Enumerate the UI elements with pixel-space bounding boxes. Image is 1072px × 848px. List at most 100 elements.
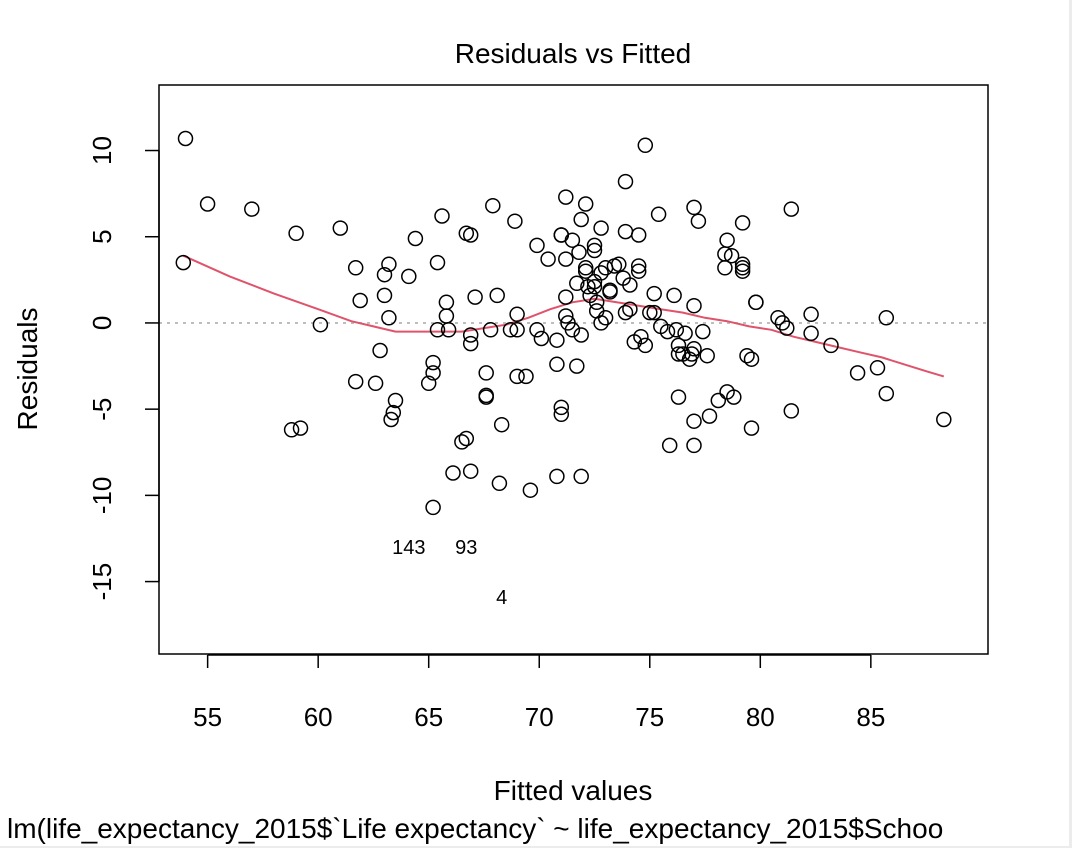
residual-point xyxy=(385,404,402,421)
residual-point xyxy=(723,247,740,264)
residual-point xyxy=(491,475,508,492)
residual-point xyxy=(376,266,393,283)
residual-point xyxy=(774,315,791,331)
residual-point xyxy=(803,325,819,342)
residual-point xyxy=(869,360,886,376)
window-edge-bottom xyxy=(0,846,1072,848)
residual-point xyxy=(549,332,565,348)
residual-point xyxy=(407,230,424,247)
y-tick-label: 5 xyxy=(87,229,117,243)
outlier-label: 93 xyxy=(455,537,477,559)
residual-point xyxy=(699,347,715,364)
y-tick-label: -5 xyxy=(87,398,117,421)
residual-point xyxy=(381,310,397,326)
residual-point xyxy=(383,411,399,428)
residual-point xyxy=(352,292,368,309)
residual-point xyxy=(292,420,309,436)
residual-point xyxy=(593,220,609,236)
x-tick-label: 60 xyxy=(304,702,333,732)
x-axis-label: Fitted values xyxy=(494,775,653,806)
residual-point xyxy=(695,323,711,340)
residual-point xyxy=(878,310,895,326)
residual-point xyxy=(507,213,523,229)
residual-point xyxy=(553,406,570,423)
residual-point xyxy=(743,420,760,436)
y-tick-label: 0 xyxy=(87,316,117,330)
residual-point xyxy=(462,327,479,343)
residual-point xyxy=(670,337,687,354)
residual-point xyxy=(569,358,585,374)
residual-point xyxy=(573,211,589,228)
residual-point xyxy=(381,256,397,273)
residual-point xyxy=(602,284,618,300)
residual-point xyxy=(783,201,800,217)
residual-point xyxy=(739,347,755,364)
residual-point xyxy=(573,468,589,485)
residual-point xyxy=(803,306,819,323)
residual-point xyxy=(445,465,461,481)
residual-point xyxy=(650,206,667,223)
residual-point xyxy=(633,328,649,345)
residual-point xyxy=(558,289,574,305)
residual-point xyxy=(577,260,594,276)
residual-point xyxy=(429,254,446,271)
residual-point xyxy=(401,268,417,285)
residual-point xyxy=(849,365,866,381)
residual-point xyxy=(462,463,479,479)
residual-point xyxy=(518,368,534,385)
residual-point xyxy=(586,242,603,259)
window-edge-right xyxy=(1069,0,1072,848)
points-layer xyxy=(175,130,952,516)
residual-point xyxy=(586,278,603,295)
residual-point xyxy=(522,482,539,498)
residual-point xyxy=(458,430,475,447)
residual-point xyxy=(420,375,437,392)
residual-point xyxy=(549,468,565,485)
residual-point xyxy=(467,289,483,305)
residual-point xyxy=(454,434,470,450)
residual-point xyxy=(540,251,556,267)
residual-point xyxy=(823,337,839,354)
residual-point xyxy=(686,341,702,357)
residual-point xyxy=(175,254,192,271)
residual-point xyxy=(462,227,479,243)
residual-point xyxy=(372,342,388,359)
model-formula-subtitle: lm(life_expectancy_2015$`Life expectancy… xyxy=(7,813,943,844)
residual-point xyxy=(482,322,499,338)
residual-point xyxy=(571,244,587,261)
residual-point xyxy=(558,251,574,267)
residual-point xyxy=(438,308,455,324)
residual-point xyxy=(646,304,662,321)
smooth-trend-line xyxy=(182,254,945,378)
chart-title: Residuals vs Fitted xyxy=(455,38,692,69)
residual-point xyxy=(529,237,545,254)
residual-point xyxy=(434,208,450,224)
residual-point xyxy=(586,237,603,254)
residual-point xyxy=(429,322,446,338)
residual-point xyxy=(440,322,457,338)
residual-point xyxy=(588,294,605,311)
residual-point xyxy=(779,320,795,336)
residual-point xyxy=(425,365,441,381)
residual-point xyxy=(686,199,702,216)
residual-point xyxy=(670,389,687,405)
x-tick-label: 70 xyxy=(525,702,554,732)
residual-point xyxy=(677,325,693,342)
residual-point xyxy=(659,323,676,340)
residual-point xyxy=(622,277,638,293)
residual-point xyxy=(611,256,627,273)
x-axis: 55 60 65 70 75 80 85 xyxy=(193,654,885,732)
residual-point xyxy=(690,213,707,229)
point-labels-layer: 143 93 4 xyxy=(392,537,507,609)
residual-point xyxy=(686,297,702,314)
residual-point xyxy=(493,416,510,433)
residual-point xyxy=(661,437,678,454)
residual-point xyxy=(438,294,455,311)
residual-point xyxy=(558,189,574,205)
outlier-label: 143 xyxy=(392,537,425,559)
residual-point xyxy=(710,392,727,409)
residual-point xyxy=(509,368,525,385)
residual-point xyxy=(642,304,658,321)
residual-point xyxy=(637,337,654,354)
residual-point xyxy=(719,232,735,248)
